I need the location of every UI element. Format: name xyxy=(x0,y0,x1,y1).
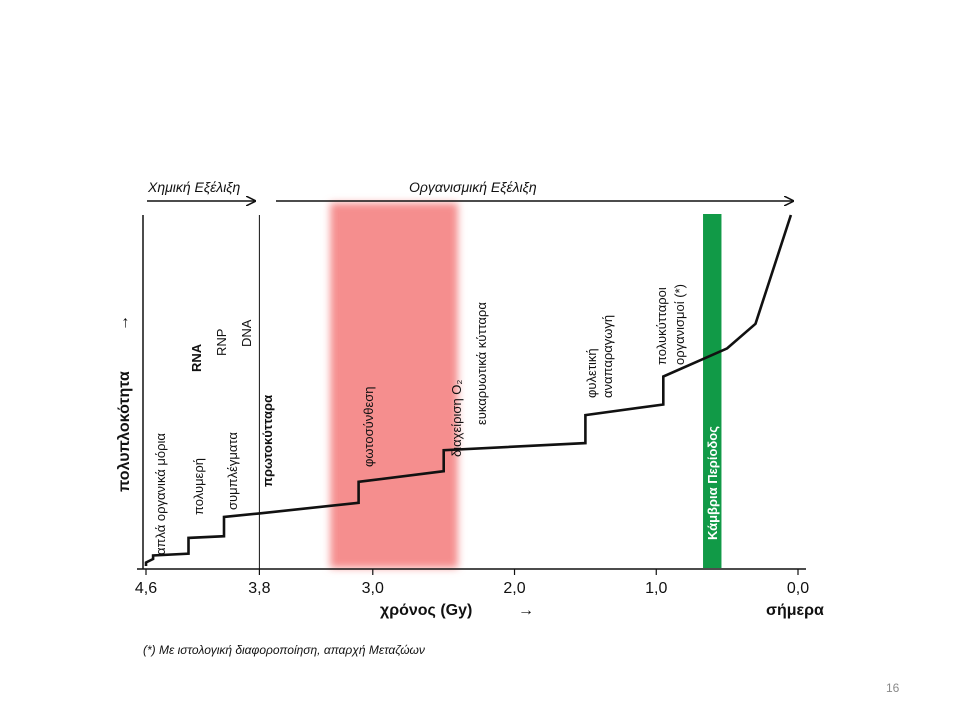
today-label: σήμερα xyxy=(766,602,824,619)
x-tick-label: 3,8 xyxy=(248,580,270,597)
x-axis-title: χρόνος (Gy) xyxy=(380,602,472,619)
footnote: (*) Με ιστολογική διαφοροποίηση, απαρχή … xyxy=(143,643,425,657)
page-number: 16 xyxy=(886,681,900,695)
label-cambrian-period: Κάμβρια Περίοδος xyxy=(705,426,720,540)
y-axis-arrow: → xyxy=(115,315,132,331)
label-reproduction: αναπαραγωγή xyxy=(600,315,615,398)
x-tick-label: 3,0 xyxy=(362,580,384,597)
label-complexes: συμπλέγματα xyxy=(225,432,240,510)
label-polymers: πολυμερή xyxy=(191,458,206,515)
x-tick-label: 4,6 xyxy=(135,580,157,597)
organismal-evolution-label: Οργανισμική Εξέλιξη xyxy=(409,179,537,195)
complexity-series-line xyxy=(144,214,793,566)
label-organisms: οργανισμοί (*) xyxy=(672,284,687,365)
chemical-evolution-label: Χημική Εξέλιξη xyxy=(147,179,241,195)
y-axis-title: πολυπλοκότητα xyxy=(116,371,133,492)
label-oxygen-handling: διαχείριση O₂ xyxy=(449,380,464,457)
label-photosynthesis: φωτοσύνθεση xyxy=(361,387,376,468)
label-simple-organic-molecules: απλά οργανικά μόρια xyxy=(153,433,168,555)
x-tick-label: 2,0 xyxy=(503,580,525,597)
x-tick-label: 1,0 xyxy=(645,580,667,597)
label-eukaryotic-cells: ευκαρυωτικά κύτταρα xyxy=(474,302,489,425)
x-axis-arrow: → xyxy=(518,602,534,619)
label-protocells: πρωτοκύτταρα xyxy=(260,395,275,487)
x-tick-labels: 4,6 3,8 3,0 2,0 1,0 0,0 xyxy=(135,569,809,597)
cambrian-period-band xyxy=(703,214,722,568)
label-sexual: φυλετική xyxy=(584,348,599,398)
label-dna: DNA xyxy=(239,319,254,347)
x-tick-label: 0,0 xyxy=(787,580,809,597)
label-multicellular: πολυκύτταροι xyxy=(654,287,669,365)
oxygen-era-band xyxy=(330,203,458,568)
label-rna: RNA xyxy=(189,343,204,372)
label-rnp: RNP xyxy=(214,329,229,356)
